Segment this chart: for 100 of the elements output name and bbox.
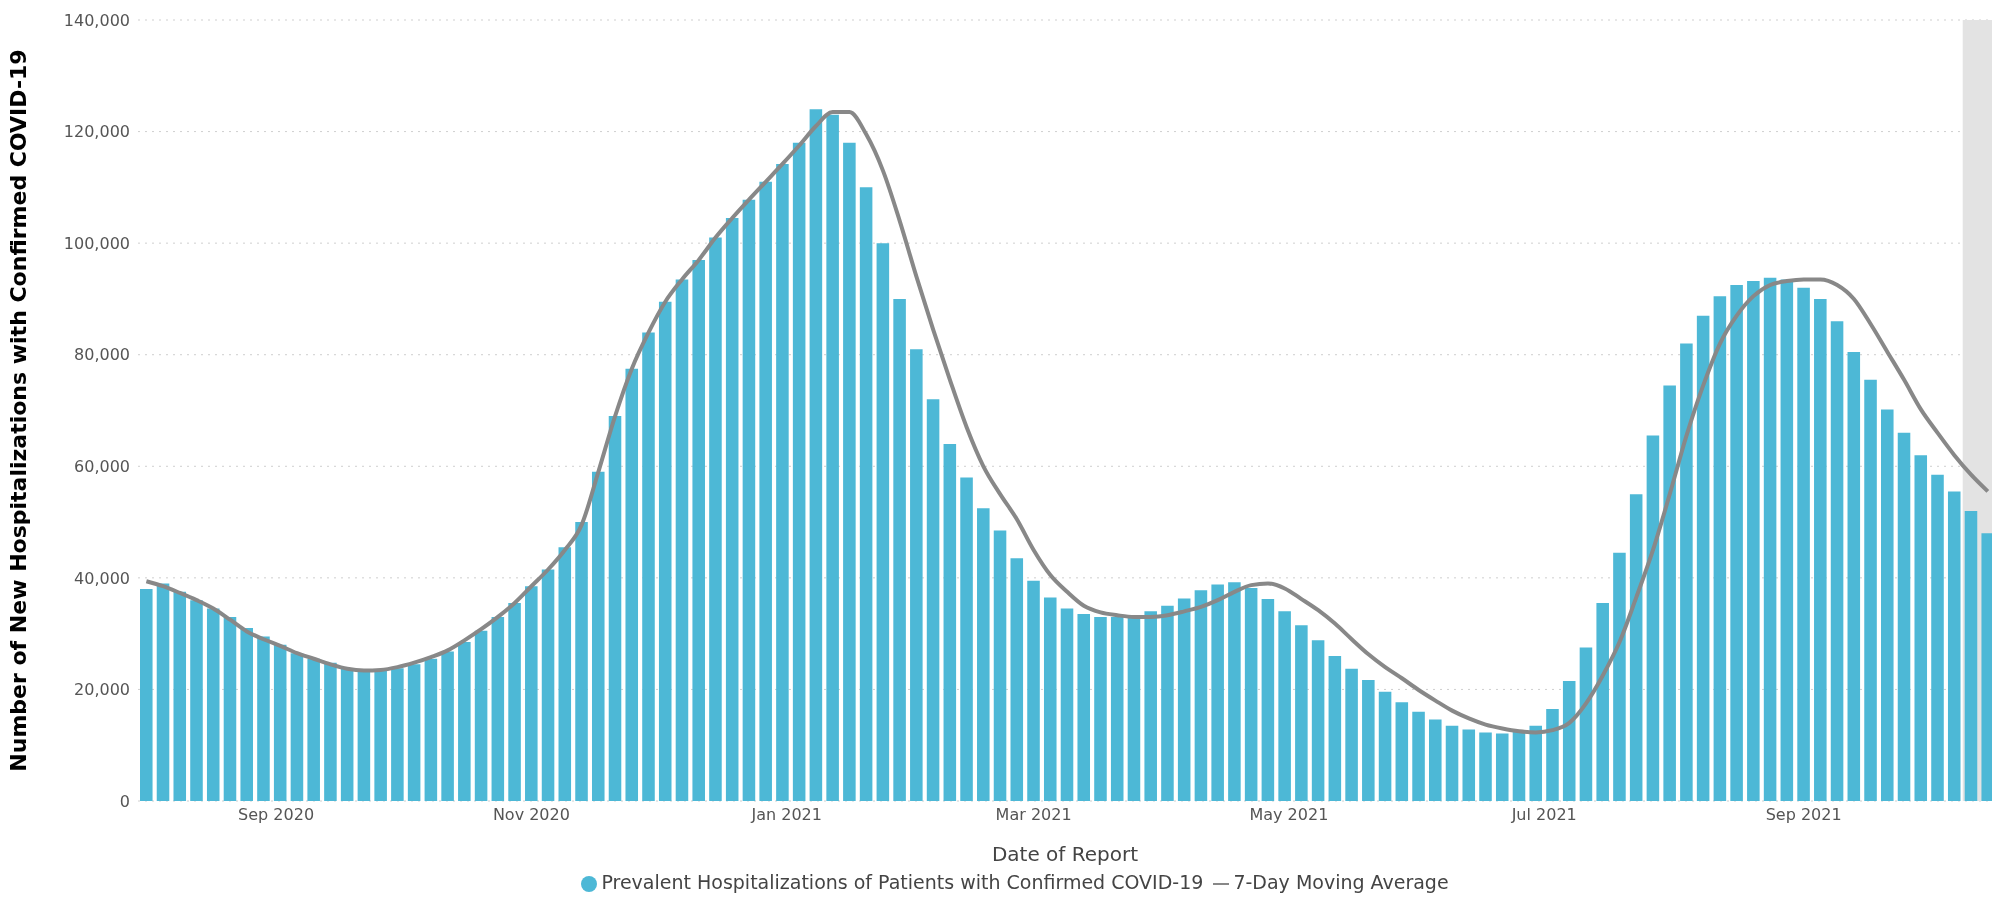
bar: [525, 586, 538, 801]
bar: [608, 416, 622, 801]
bar: [943, 443, 957, 801]
bar: [257, 636, 270, 801]
x-tick-label: Sep 2021: [1765, 805, 1842, 825]
bar: [491, 616, 505, 801]
bar: [809, 109, 823, 801]
bar: [1713, 296, 1727, 801]
bar: [441, 651, 454, 801]
bar: [1110, 616, 1124, 801]
bar: [1546, 708, 1559, 801]
bar: [1144, 611, 1157, 801]
bar: [1295, 625, 1308, 801]
legend-label: Prevalent Hospitalizations of Patients with Confirmed COVID-19: [601, 871, 1204, 893]
bar: [675, 279, 689, 801]
bar: [1613, 552, 1626, 801]
bar: [1412, 711, 1425, 801]
bar: [290, 653, 304, 801]
bar: [223, 616, 237, 801]
bar: [240, 628, 253, 801]
x-axis-title: Date of Report: [991, 842, 1139, 866]
bar: [1512, 731, 1526, 801]
bar: [424, 658, 438, 801]
bar: [206, 608, 220, 801]
bar: [1495, 733, 1509, 801]
bar: [1027, 580, 1040, 801]
bar: [508, 602, 521, 801]
bar: [1529, 725, 1543, 801]
bar: [926, 399, 940, 801]
bar: [374, 671, 387, 801]
bar: [826, 114, 839, 801]
bar: [140, 589, 153, 801]
bar: [759, 181, 772, 801]
bar: [1847, 351, 1861, 801]
bar: [340, 668, 354, 801]
bar: [692, 259, 705, 801]
bar: [575, 522, 588, 801]
bar: [642, 332, 655, 801]
bar: [1780, 279, 1794, 801]
bar: [1814, 298, 1827, 801]
y-tick-label: 120,000: [63, 122, 130, 142]
bar: [1797, 287, 1810, 801]
bar: [1696, 315, 1710, 801]
bar: [792, 142, 806, 801]
bar: [156, 583, 170, 801]
bar: [474, 630, 488, 801]
bar: [1646, 435, 1660, 801]
x-tick-label: Sep 2020: [238, 805, 315, 825]
x-tick-label: Nov 2020: [492, 805, 570, 825]
bar: [1094, 616, 1107, 801]
bar: [625, 368, 639, 801]
bar: [407, 664, 421, 801]
bar: [357, 671, 371, 801]
bar: [558, 547, 572, 801]
bar: [1043, 597, 1057, 801]
bar: [1362, 679, 1375, 801]
bar: [1964, 510, 1978, 801]
bar: [1194, 590, 1208, 801]
bar: [742, 199, 756, 801]
y-tick-label: 60,000: [74, 456, 130, 476]
bar: [1211, 584, 1224, 801]
bar: [1931, 474, 1944, 801]
y-axis-title: Number of New Hospitalizations with Confirmed COVID-19: [5, 49, 31, 772]
bar: [1445, 725, 1459, 801]
bar: [541, 569, 555, 801]
bar: [1881, 409, 1894, 801]
x-tick-label: Jan 2021: [750, 805, 822, 825]
bar: [1177, 598, 1191, 801]
bar: [591, 471, 605, 801]
bar: [1864, 379, 1877, 801]
y-tick-label: 20,000: [74, 680, 130, 700]
bar: [1395, 702, 1409, 801]
bar: [1161, 605, 1174, 801]
bar: [1629, 494, 1643, 801]
bar: [1010, 558, 1024, 801]
y-tick-label: 100,000: [63, 233, 130, 253]
bar: [1244, 587, 1258, 801]
bar: [1830, 321, 1844, 801]
bar: [1747, 281, 1760, 801]
bar: [1730, 284, 1743, 801]
bar: [1429, 719, 1442, 801]
bar: [1763, 277, 1777, 801]
bar: [960, 477, 973, 801]
bar: [709, 237, 722, 801]
bar: [1914, 455, 1928, 801]
bar: [658, 301, 672, 801]
x-tick-label: Mar 2021: [995, 805, 1072, 825]
bar: [1261, 599, 1275, 801]
bar: [1663, 385, 1676, 801]
y-tick-label: 0: [119, 791, 130, 811]
bar: [190, 600, 203, 801]
bar: [458, 642, 471, 801]
y-tick-label: 140,000: [63, 10, 130, 30]
bar: [173, 591, 187, 801]
bar: [1311, 640, 1325, 801]
bar: [859, 187, 873, 801]
bar: [273, 644, 287, 801]
bar: [1462, 729, 1476, 801]
bar: [307, 658, 320, 801]
bar: [910, 349, 923, 801]
